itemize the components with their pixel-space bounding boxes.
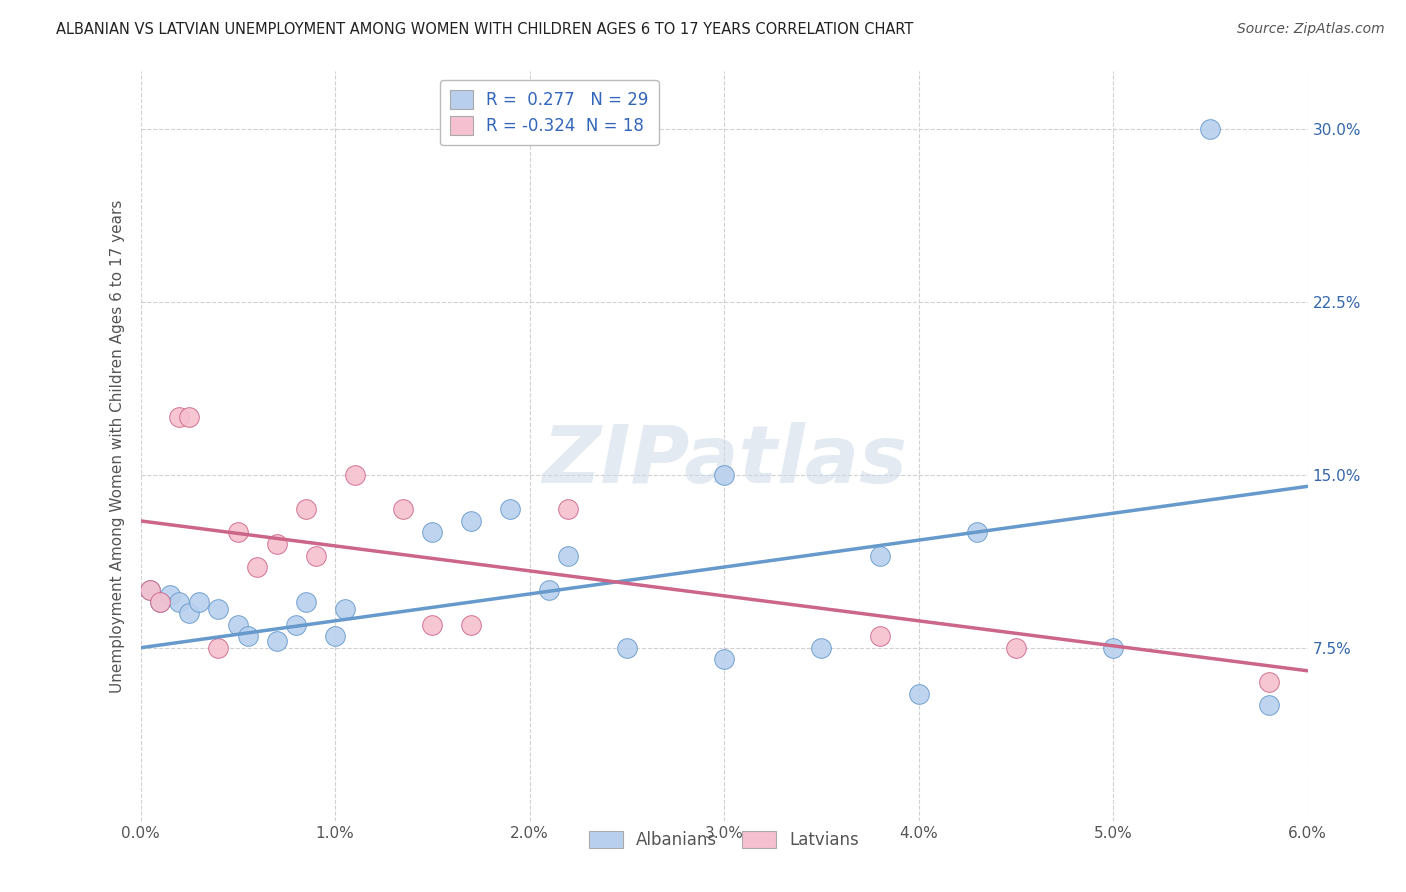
Point [236,629,259,643]
Point [1257,675,1279,690]
Point [713,652,735,666]
Point [139,583,162,598]
Point [869,549,891,563]
Point [499,502,522,516]
Point [557,549,579,563]
Text: Source: ZipAtlas.com: Source: ZipAtlas.com [1237,22,1385,37]
Point [179,606,201,620]
Point [226,525,249,540]
Point [392,502,415,516]
Point [295,502,318,516]
Point [1257,698,1279,713]
Point [246,560,269,574]
Text: ZIPatlas: ZIPatlas [541,422,907,500]
Point [266,633,288,648]
Point [1102,640,1125,655]
Point [169,594,191,608]
Point [159,588,181,602]
Point [810,640,832,655]
Point [285,617,308,632]
Point [713,467,735,482]
Point [422,617,444,632]
Point [1199,122,1222,136]
Point [323,629,346,643]
Legend: Albanians, Latvians: Albanians, Latvians [581,822,868,857]
Point [226,617,249,632]
Point [207,640,229,655]
Point [538,583,561,598]
Point [169,410,191,425]
Point [188,594,211,608]
Point [295,594,318,608]
Point [907,687,929,701]
Point [422,525,444,540]
Point [869,629,891,643]
Point [207,601,229,615]
Point [616,640,638,655]
Point [460,514,482,528]
Point [557,502,579,516]
Point [179,410,201,425]
Point [966,525,988,540]
Y-axis label: Unemployment Among Women with Children Ages 6 to 17 years: Unemployment Among Women with Children A… [110,199,125,693]
Point [139,583,162,598]
Point [149,594,172,608]
Point [305,549,328,563]
Point [266,537,288,551]
Point [1005,640,1028,655]
Point [149,594,172,608]
Point [460,617,482,632]
Point [333,601,356,615]
Point [343,467,366,482]
Text: ALBANIAN VS LATVIAN UNEMPLOYMENT AMONG WOMEN WITH CHILDREN AGES 6 TO 17 YEARS CO: ALBANIAN VS LATVIAN UNEMPLOYMENT AMONG W… [56,22,914,37]
